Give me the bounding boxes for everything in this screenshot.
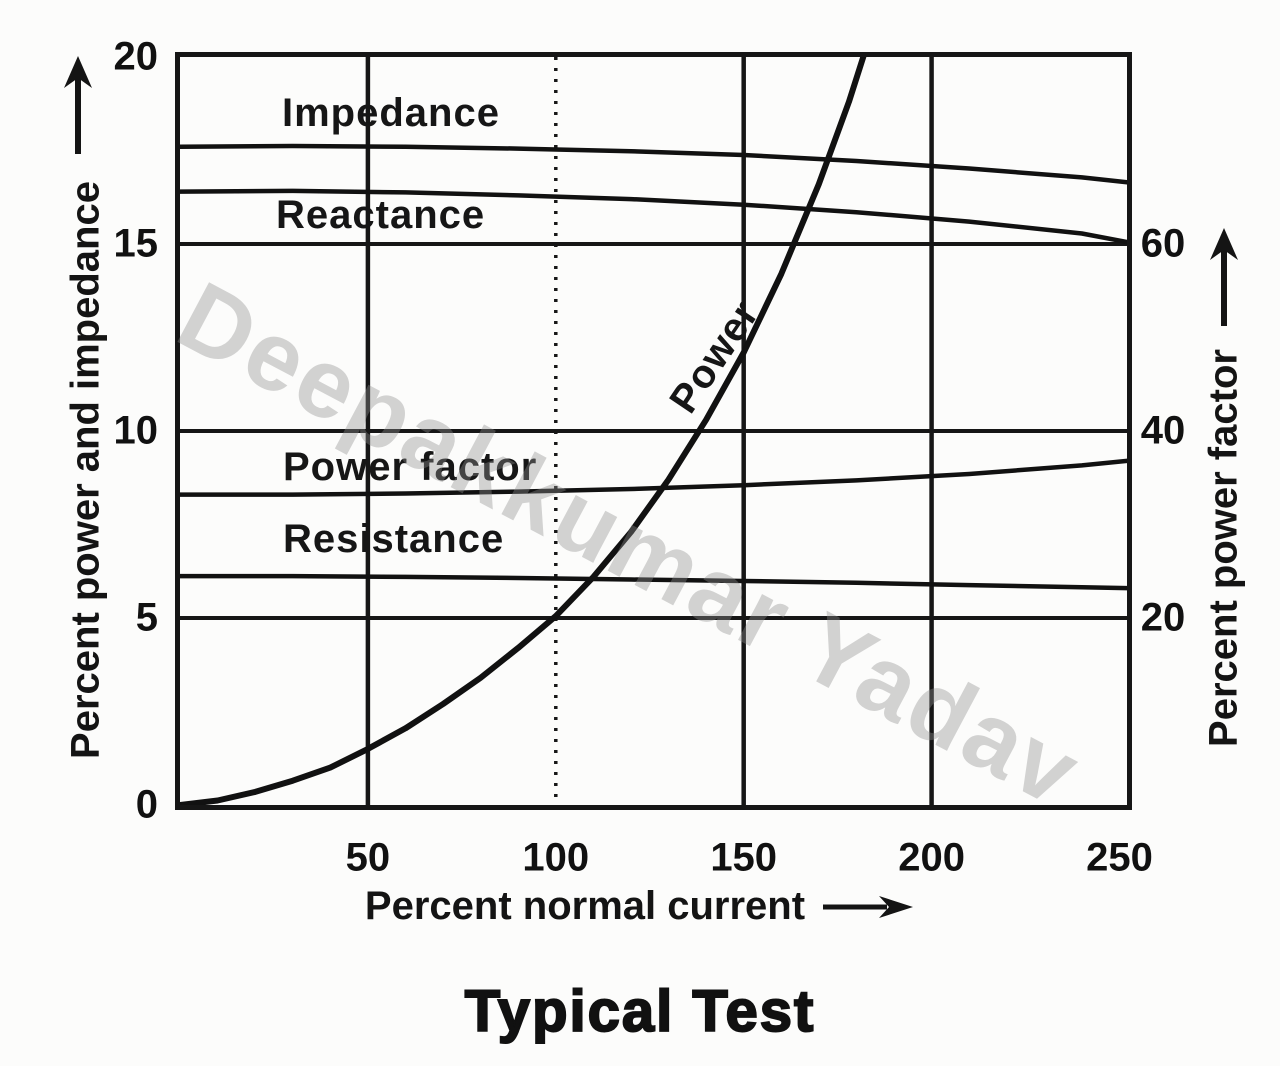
y-tick-left-0: 0 [135,782,158,827]
curve-power [180,57,867,805]
impedance-curve-label: Impedance [282,91,500,135]
y-tick-right-20: 20 [1140,595,1186,640]
y-axis-arrow-up-icon [64,56,92,154]
y-tick-right-60: 60 [1140,221,1186,266]
y-tick-right-40: 40 [1140,408,1186,453]
x-tick-50: 50 [345,835,391,880]
y-tick-left-5: 5 [135,595,158,640]
curve-power-factor [180,458,1127,497]
x-axis-label: Percent normal current [364,884,806,928]
y-tick-left-10: 10 [113,408,159,453]
curve-reactance [180,188,1127,245]
x-tick-250: 250 [1086,835,1153,880]
x-tick-200: 200 [898,835,965,880]
resistance-curve-label: Resistance [283,517,505,561]
reactance-curve-label: Reactance [276,193,486,237]
x-tick-150: 150 [710,835,778,880]
y-axis-label-left: Percent power and impedance [63,181,108,759]
x-tick-100: 100 [522,835,590,880]
y-tick-left-20: 20 [113,34,159,79]
right-arrow-icon [823,895,914,918]
figure-title: Typical Test [464,978,816,1045]
y-axis-label-right: Percent power factor [1201,349,1246,747]
x-axis-label-row: Percent normal current [0,884,1280,929]
power-factor-curve-label: Power factor [283,445,538,489]
curve-resistance [180,573,1127,591]
curve-impedance [180,143,1127,185]
chart-canvas [180,57,1127,805]
plot-area: Impedance Reactance Power Power factor R… [175,52,1132,810]
y-axis-right-arrow-up-icon [1210,228,1238,326]
y-tick-left-15: 15 [113,221,159,266]
